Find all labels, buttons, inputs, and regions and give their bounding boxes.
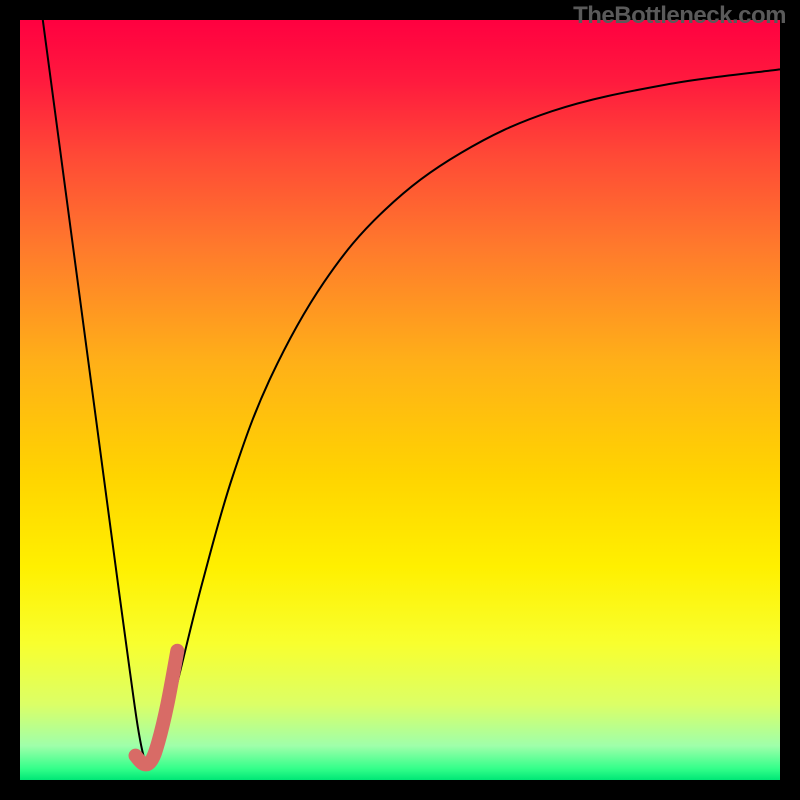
chart-container: TheBottleneck.com	[0, 0, 800, 800]
bottleneck-chart	[0, 0, 800, 800]
watermark-text: TheBottleneck.com	[573, 2, 786, 30]
plot-background	[20, 20, 780, 780]
